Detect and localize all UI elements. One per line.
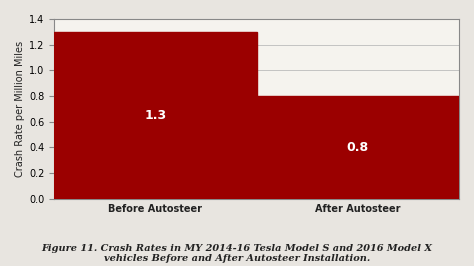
Text: 1.3: 1.3 bbox=[145, 109, 166, 122]
Bar bbox=[256, 96, 459, 199]
Text: Figure 11. Crash Rates in MY 2014-16 Tesla Model S and 2016 Model X
vehicles Bef: Figure 11. Crash Rates in MY 2014-16 Tes… bbox=[42, 244, 432, 263]
Text: 0.8: 0.8 bbox=[347, 141, 369, 154]
Bar bbox=[54, 32, 256, 199]
Y-axis label: Crash Rate per Million Miles: Crash Rate per Million Miles bbox=[15, 41, 25, 177]
